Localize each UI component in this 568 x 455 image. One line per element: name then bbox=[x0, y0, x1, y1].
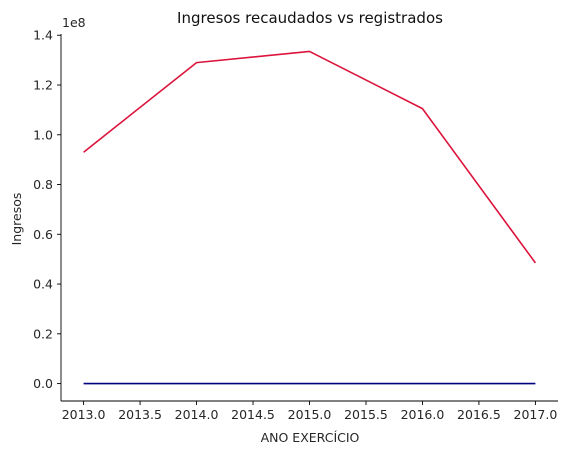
plot-area: 2013.0 2013.5 2014.0 2014.5 2015.0 2015.5 2016… bbox=[33, 28, 558, 422]
y-offset-label: 1e8 bbox=[62, 15, 86, 30]
y-tick-label: 1.0 bbox=[33, 127, 53, 142]
y-tick-label: 0.6 bbox=[33, 227, 53, 242]
y-tick-label: 0.0 bbox=[33, 376, 53, 391]
x-axis-label: ANO EXERCÍCIO bbox=[261, 430, 360, 445]
x-tick-label: 2016.5 bbox=[457, 407, 501, 422]
y-tick-label: 0.4 bbox=[33, 277, 53, 292]
x-tick-label: 2014.0 bbox=[175, 407, 219, 422]
x-tick-label: 2017.0 bbox=[514, 407, 558, 422]
y-tick-label: 1.2 bbox=[33, 78, 53, 93]
chart-title: Ingresos recaudados vs registrados bbox=[177, 9, 443, 27]
y-tick-label: 0.2 bbox=[33, 326, 53, 341]
y-axis-label: Ingresos bbox=[9, 193, 24, 246]
y-tick-label: 1.4 bbox=[33, 28, 53, 43]
x-tick-label: 2016.0 bbox=[401, 407, 445, 422]
y-tick-label: 0.8 bbox=[33, 177, 53, 192]
x-tick-label: 2014.5 bbox=[231, 407, 275, 422]
x-tick-label: 2013.5 bbox=[118, 407, 162, 422]
x-tick-label: 2015.0 bbox=[288, 407, 332, 422]
x-tick-label: 2015.5 bbox=[344, 407, 388, 422]
x-tick-label: 2013.0 bbox=[62, 407, 106, 422]
series-line-1 bbox=[83, 50, 537, 264]
